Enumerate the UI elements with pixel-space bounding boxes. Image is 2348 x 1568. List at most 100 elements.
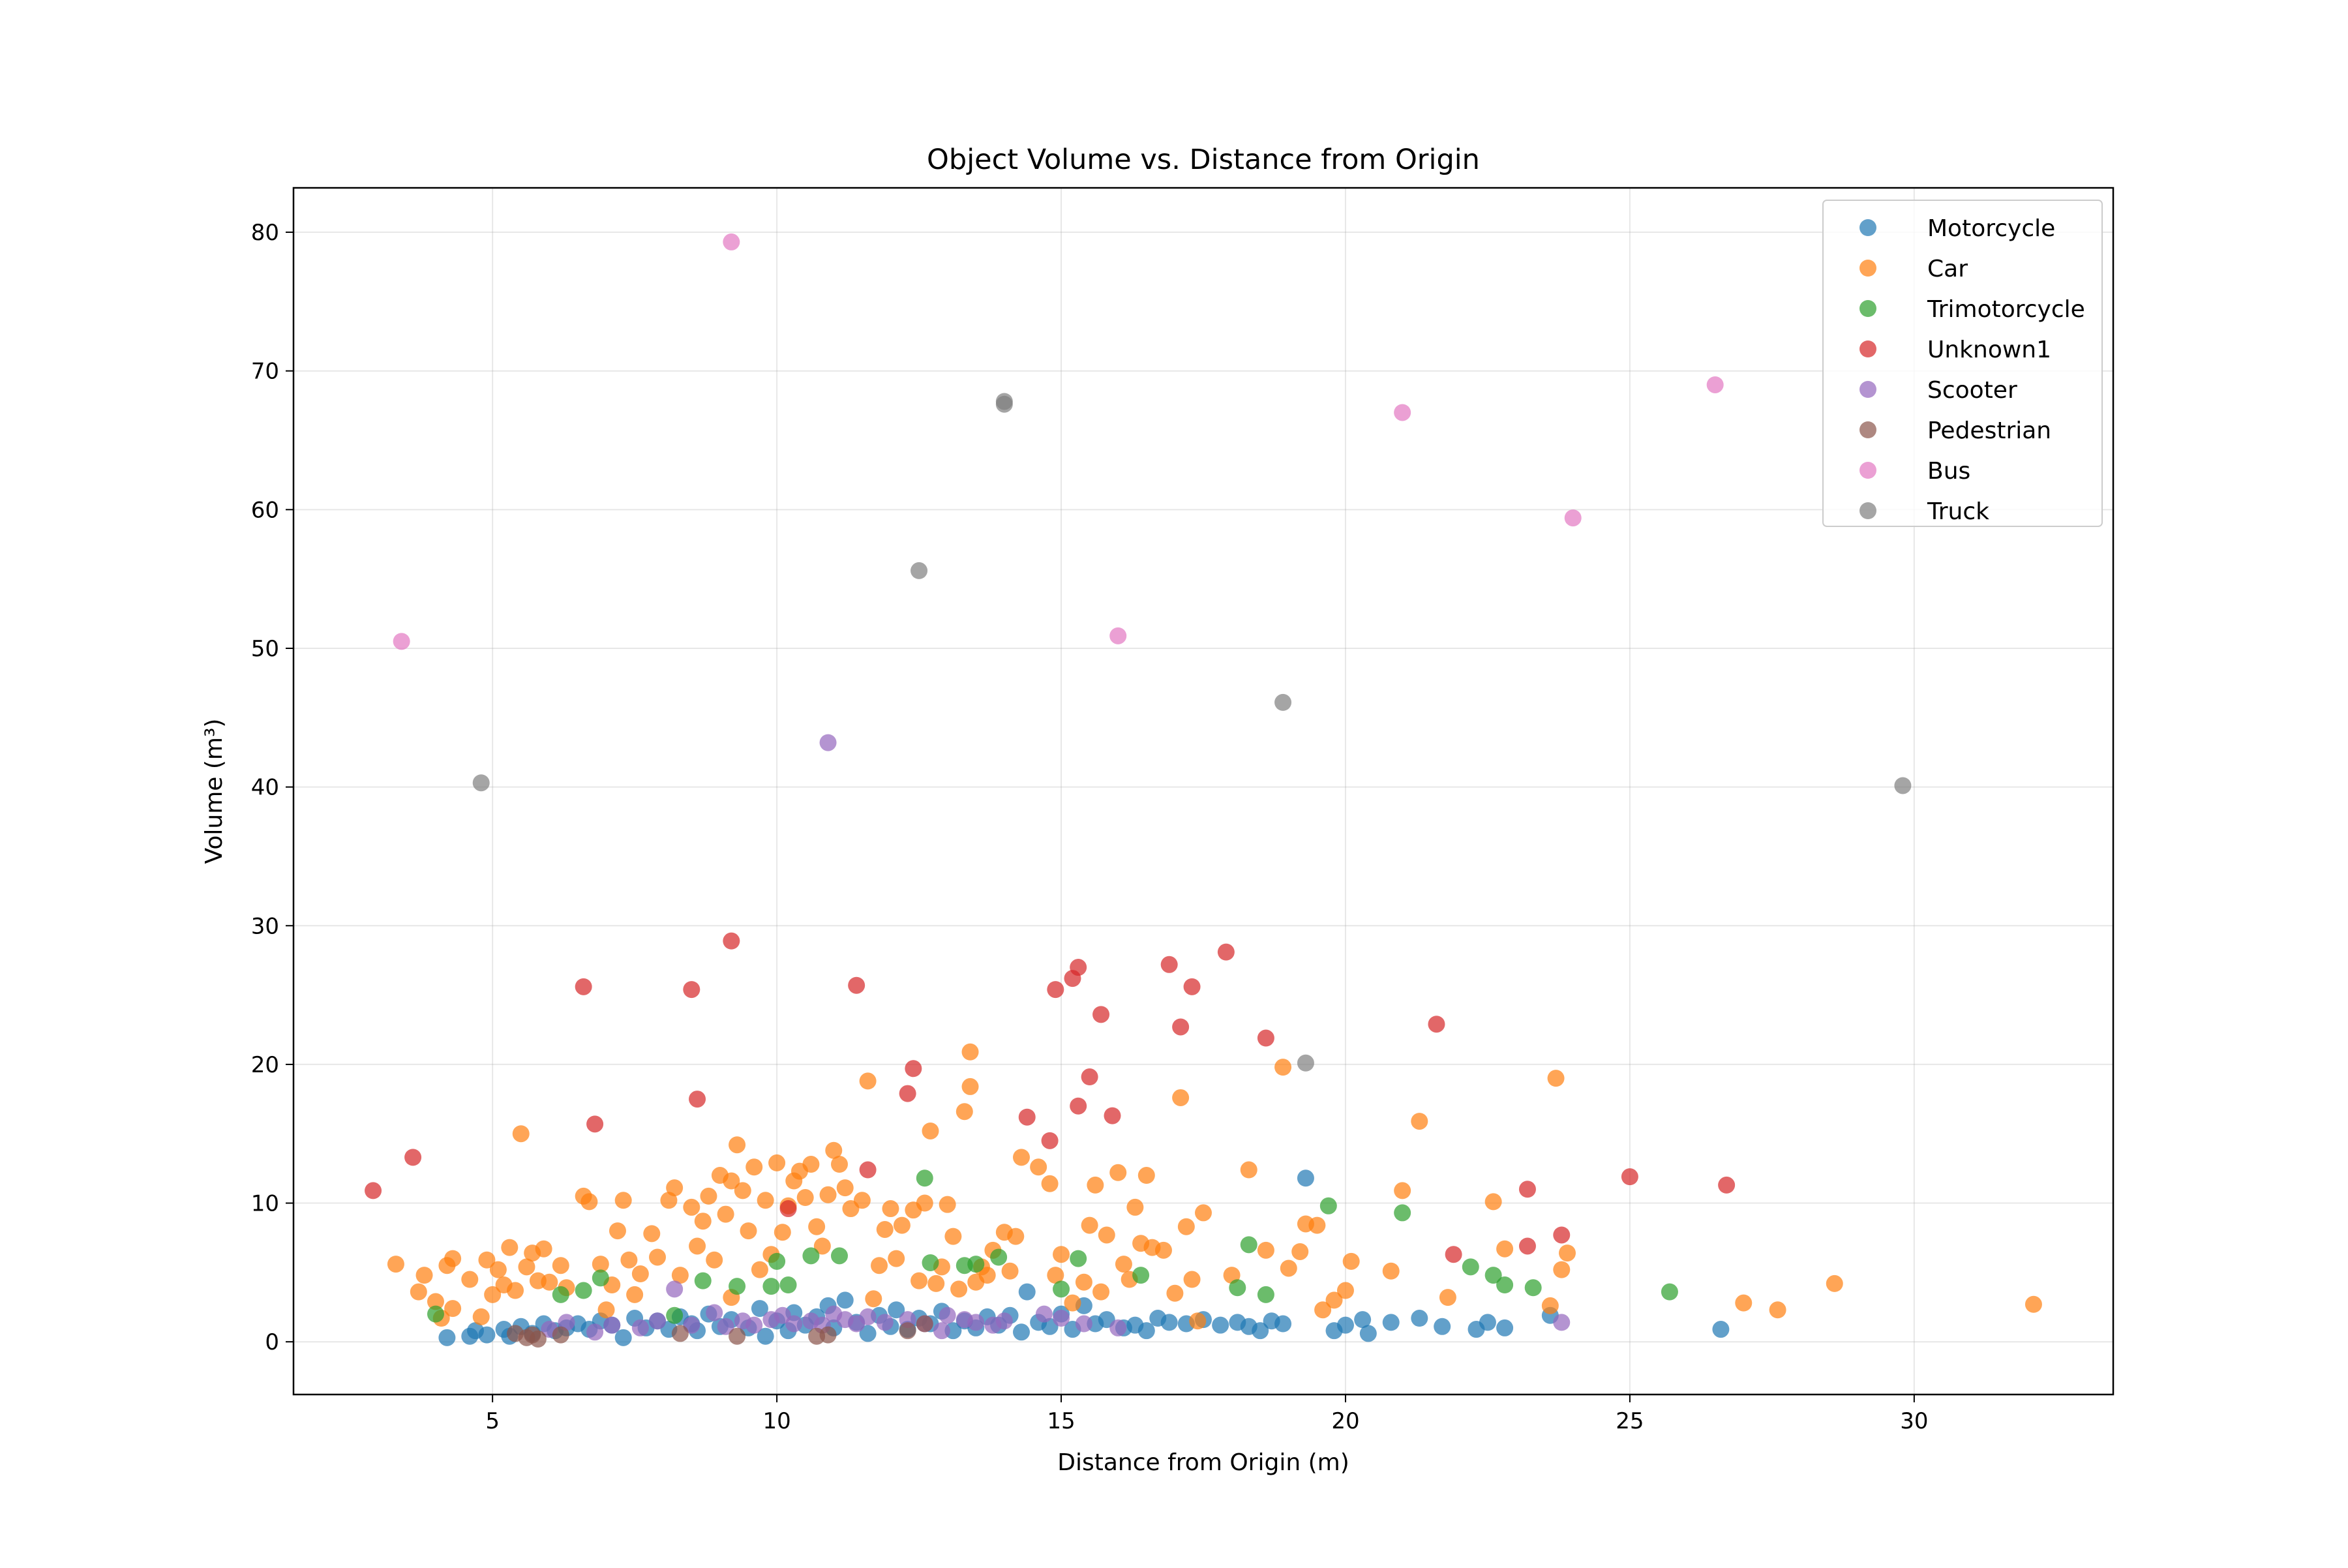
legend-box: [1822, 200, 2103, 527]
scooter-point: [706, 1304, 723, 1321]
truck-point: [1274, 693, 1292, 711]
y-tick-label: 80: [251, 220, 279, 246]
legend-marker-unknown1: [1859, 340, 1876, 357]
bus-point: [723, 233, 740, 250]
trimotorcycle-point: [916, 1169, 933, 1187]
car-point: [535, 1240, 552, 1258]
motorcycle-point: [751, 1300, 768, 1318]
truck-point: [995, 393, 1013, 410]
car-point: [1030, 1158, 1047, 1176]
scooter-point: [819, 734, 837, 751]
motorcycle-point: [1354, 1311, 1372, 1329]
unknown1-point: [586, 1115, 604, 1133]
unknown1-point: [575, 978, 592, 995]
pedestrian-point: [671, 1325, 689, 1342]
car-point: [1041, 1175, 1059, 1192]
scooter-point: [995, 1312, 1013, 1330]
car-point: [700, 1187, 717, 1205]
trimotorcycle-point: [1070, 1250, 1087, 1267]
y-tick-label: 60: [251, 497, 279, 523]
car-point: [1177, 1218, 1195, 1235]
x-tick-label: 10: [762, 1408, 790, 1434]
car-point: [1826, 1274, 1843, 1292]
motorcycle-point: [1212, 1316, 1229, 1334]
car-point: [740, 1222, 757, 1240]
unknown1-point: [1553, 1226, 1571, 1244]
unknown1-point: [723, 932, 740, 950]
truck-point: [911, 562, 928, 579]
car-point: [461, 1271, 479, 1288]
car-point: [939, 1196, 956, 1213]
car-point: [1115, 1256, 1132, 1273]
trimotorcycle-point: [1240, 1236, 1257, 1254]
scooter-point: [1075, 1315, 1092, 1333]
car-point: [387, 1256, 404, 1273]
motorcycle-point: [1297, 1169, 1314, 1187]
car-point: [609, 1222, 626, 1240]
legend-label-trimotorcycle: Trimotorcycle: [1927, 296, 2085, 323]
x-tick-label: 5: [485, 1408, 500, 1434]
unknown1-point: [1718, 1176, 1736, 1194]
car-point: [888, 1250, 905, 1267]
car-point: [541, 1273, 558, 1291]
car-point: [626, 1286, 644, 1303]
legend-label-bus: Bus: [1927, 458, 1970, 485]
unknown1-point: [689, 1091, 706, 1108]
trimotorcycle-point: [694, 1272, 712, 1289]
car-point: [1001, 1262, 1019, 1280]
legend-label-motorcycle: Motorcycle: [1927, 215, 2055, 242]
motorcycle-point: [1382, 1314, 1400, 1331]
x-tick-label: 30: [1900, 1408, 1928, 1434]
scooter-point: [603, 1316, 621, 1334]
y-axis-label: Volume (m³): [201, 719, 228, 864]
car-point: [478, 1251, 496, 1269]
scooter-point: [1053, 1310, 1070, 1327]
scooter-point: [933, 1322, 950, 1340]
truck-point: [1894, 777, 1912, 794]
car-point: [1484, 1193, 1502, 1211]
car-point: [1274, 1059, 1292, 1076]
trimotorcycle-point: [1462, 1258, 1479, 1276]
car-point: [1126, 1198, 1144, 1216]
unknown1-point: [404, 1149, 422, 1166]
car-point: [1154, 1241, 1172, 1259]
scooter-point: [939, 1306, 956, 1324]
unknown1-point: [1518, 1237, 1536, 1255]
motorcycle-point: [1411, 1310, 1428, 1327]
car-point: [757, 1192, 774, 1209]
car-point: [580, 1193, 598, 1211]
car-point: [927, 1274, 945, 1292]
scooter-point: [967, 1314, 985, 1331]
car-point: [683, 1198, 700, 1216]
car-point: [1769, 1301, 1786, 1319]
unknown1-point: [1047, 981, 1064, 999]
unknown1-point: [1092, 1006, 1110, 1023]
car-point: [871, 1257, 888, 1274]
trimotorcycle-point: [779, 1276, 797, 1294]
pedestrian-point: [729, 1327, 746, 1345]
car-point: [859, 1072, 877, 1090]
car-point: [620, 1251, 638, 1269]
scooter-point: [717, 1318, 734, 1335]
legend-label-scooter: Scooter: [1927, 377, 2017, 404]
car-point: [631, 1265, 649, 1282]
car-point: [415, 1267, 433, 1284]
y-tick-label: 30: [251, 913, 279, 939]
car-point: [1559, 1244, 1576, 1262]
trimotorcycle-point: [990, 1248, 1008, 1266]
car-point: [853, 1192, 871, 1209]
scooter-point: [745, 1316, 763, 1334]
car-point: [1081, 1216, 1098, 1234]
car-point: [706, 1251, 723, 1269]
data-points: [365, 233, 2042, 1348]
unknown1-point: [1621, 1168, 1638, 1186]
series-truck: [472, 393, 1912, 1072]
motorcycle-point: [888, 1301, 905, 1319]
car-point: [944, 1228, 962, 1245]
car-point: [723, 1172, 740, 1190]
truck-point: [1297, 1054, 1314, 1072]
trimotorcycle-point: [1257, 1286, 1274, 1303]
car-point: [597, 1301, 615, 1319]
trimotorcycle-point: [922, 1254, 939, 1271]
